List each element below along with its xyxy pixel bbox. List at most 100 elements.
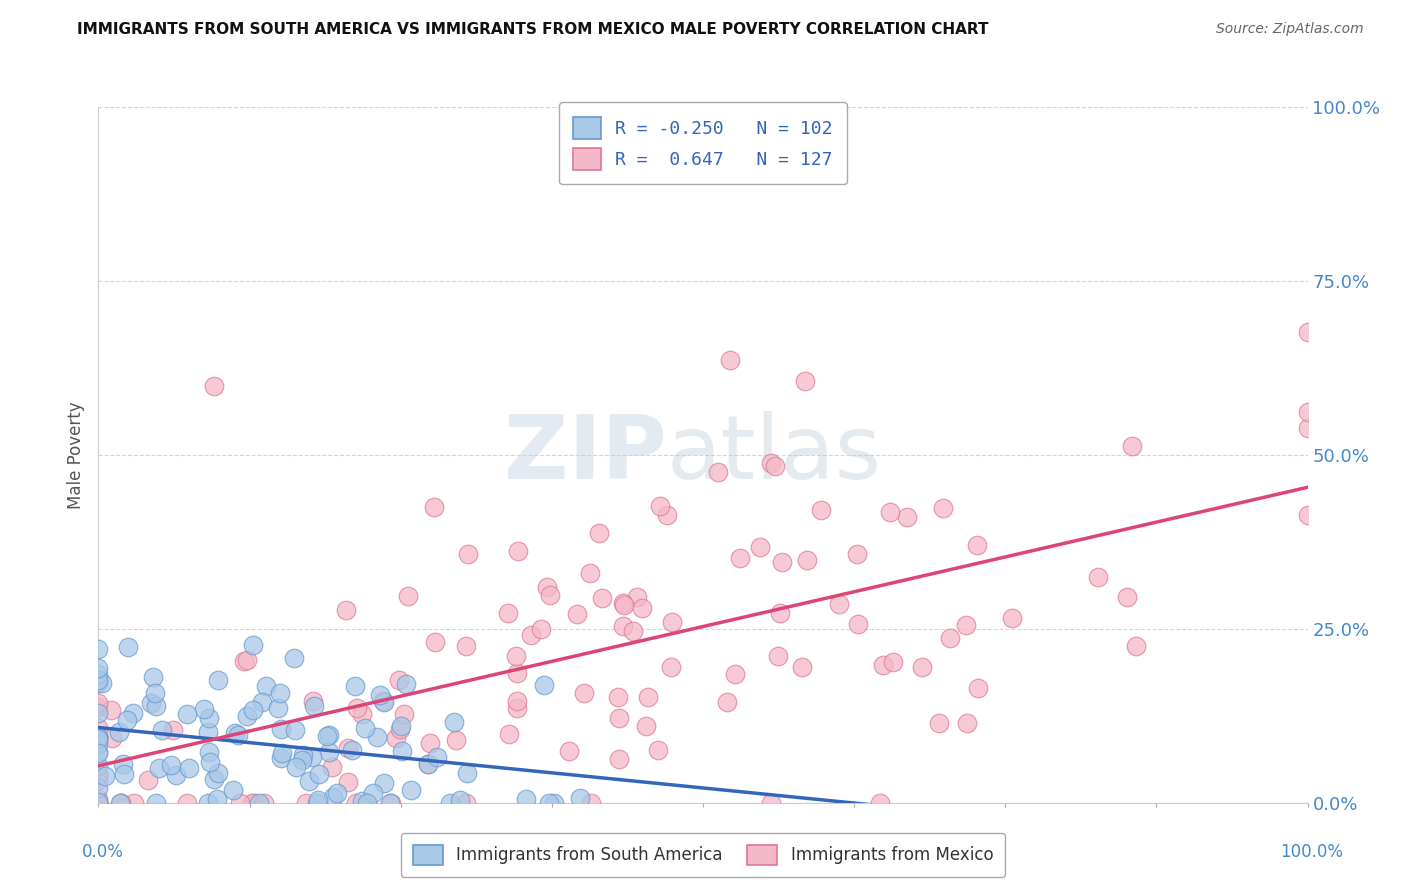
Point [439,796,461,810]
Point [810,503,832,517]
Point [416,756,439,771]
Point [350,794,373,808]
Point [242,638,264,652]
Point [588,526,610,541]
Point [449,793,471,807]
Point [728,551,751,566]
Point [87,758,110,772]
Point [316,729,339,743]
Point [254,679,277,693]
Point [388,673,411,688]
Point [87,795,110,809]
Point [143,686,166,700]
Point [444,732,467,747]
Point [100,731,122,745]
Point [343,679,366,693]
Point [202,379,225,393]
Point [302,699,325,714]
Point [661,615,683,630]
Point [1296,421,1319,435]
Point [270,722,292,736]
Point [565,607,588,621]
Point [87,730,110,744]
Point [122,706,145,720]
Point [634,718,657,732]
Legend: R = -0.250   N = 102, R =  0.647   N = 127: R = -0.250 N = 102, R = 0.647 N = 127 [560,103,846,184]
Point [391,719,413,733]
Point [612,596,634,610]
Point [108,725,131,739]
Point [207,673,229,687]
Point [391,744,413,758]
Point [87,721,110,735]
Point [87,792,110,806]
Point [533,678,555,692]
Point [538,588,561,602]
Point [232,654,254,668]
Point [87,700,110,714]
Point [939,631,962,645]
Point [197,711,219,725]
Point [236,708,259,723]
Point [93,769,115,783]
Point [270,751,292,765]
Point [197,745,219,759]
Point [515,792,537,806]
Point [769,607,792,621]
Point [955,618,977,632]
Text: atlas: atlas [666,411,882,499]
Point [591,591,613,606]
Point [579,796,602,810]
Point [796,553,818,567]
Point [250,695,273,709]
Point [612,619,634,633]
Point [110,796,132,810]
Point [1087,570,1109,584]
Point [368,688,391,702]
Point [384,731,406,746]
Point [423,500,446,515]
Point [87,796,110,810]
Point [626,591,648,605]
Point [956,715,979,730]
Point [122,796,145,810]
Point [454,796,477,810]
Point [346,700,368,714]
Point [176,796,198,810]
Point [718,353,741,368]
Point [284,760,307,774]
Point [763,459,786,474]
Point [87,731,110,745]
Point [115,714,138,728]
Point [336,775,359,789]
Point [91,676,114,690]
Point [145,796,167,810]
Point [572,686,595,700]
Point [607,711,630,725]
Point [87,732,110,747]
Point [607,752,630,766]
Point [607,690,630,704]
Point [284,723,307,737]
Point [290,753,312,767]
Point [87,673,110,687]
Point [307,793,329,807]
Point [569,790,592,805]
Point [87,696,110,710]
Point [388,722,411,736]
Text: 100.0%: 100.0% [1279,843,1343,861]
Point [505,649,527,664]
Point [457,547,479,561]
Point [87,796,110,810]
Point [707,465,730,479]
Point [224,725,246,739]
Point [87,746,110,760]
Point [142,670,165,684]
Point [749,541,772,555]
Point [631,600,654,615]
Point [150,723,173,737]
Point [846,547,869,561]
Point [543,796,565,810]
Point [87,642,110,657]
Point [229,796,252,810]
